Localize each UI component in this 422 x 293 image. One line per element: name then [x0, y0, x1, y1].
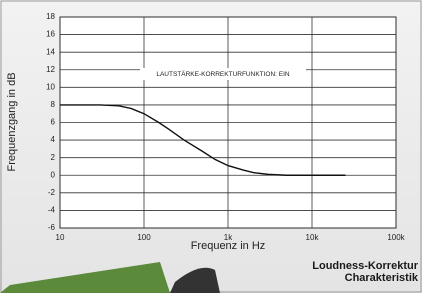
- y-tick-label: 2: [51, 153, 56, 162]
- y-tick-label: 4: [51, 135, 56, 144]
- caption: Loudness-Korrektur: [312, 260, 418, 272]
- y-tick-label: -6: [48, 223, 56, 232]
- y-tick-label: 8: [51, 100, 56, 109]
- x-tick-label: 100: [137, 233, 151, 242]
- y-tick-label: -2: [48, 188, 56, 197]
- y-tick-label: -4: [48, 206, 56, 215]
- annotation: LAUTSTÄRKE-KORREKTURFUNKTION: EIN: [156, 70, 290, 78]
- x-tick-label: 100k: [387, 233, 405, 242]
- y-tick-label: 16: [46, 30, 55, 39]
- y-tick-label: 14: [46, 47, 55, 56]
- y-tick-label: 12: [46, 65, 55, 74]
- y-tick-label: 0: [51, 170, 56, 179]
- x-tick-label: 10k: [306, 233, 320, 242]
- y-tick-label: 10: [46, 82, 55, 91]
- y-tick-label: 18: [46, 12, 55, 21]
- y-tick-label: 6: [51, 118, 56, 127]
- chart: Frequenzgang in dB Frequenz in Hz -6-4-2…: [0, 0, 422, 293]
- x-tick-label: 1k: [224, 233, 233, 242]
- x-tick-label: 10: [56, 233, 65, 242]
- caption: Charakteristik: [345, 272, 419, 284]
- y-axis-title: Frequenzgang in dB: [6, 72, 18, 171]
